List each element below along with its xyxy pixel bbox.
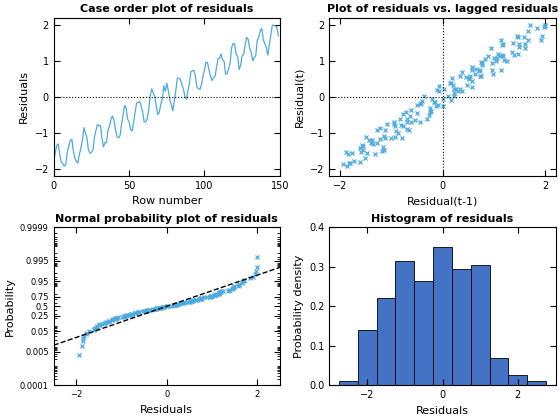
Bar bbox=[528, 381, 546, 385]
X-axis label: Residual(t-1): Residual(t-1) bbox=[407, 196, 478, 206]
Bar bbox=[339, 381, 358, 385]
Y-axis label: Probability: Probability bbox=[4, 277, 15, 336]
Bar bbox=[508, 375, 528, 385]
X-axis label: Row number: Row number bbox=[132, 196, 202, 206]
Bar bbox=[471, 265, 489, 385]
Y-axis label: Residual(t): Residual(t) bbox=[295, 67, 305, 127]
Y-axis label: Probability density: Probability density bbox=[293, 255, 304, 358]
X-axis label: Residuals: Residuals bbox=[416, 406, 469, 415]
Title: Histogram of residuals: Histogram of residuals bbox=[371, 214, 514, 224]
Bar bbox=[358, 330, 376, 385]
Bar bbox=[414, 281, 433, 385]
Bar bbox=[489, 357, 508, 385]
Y-axis label: Residuals: Residuals bbox=[19, 70, 29, 123]
Title: Case order plot of residuals: Case order plot of residuals bbox=[80, 5, 254, 14]
Bar bbox=[395, 261, 414, 385]
Bar bbox=[376, 298, 395, 385]
Bar bbox=[452, 269, 471, 385]
Title: Plot of residuals vs. lagged residuals: Plot of residuals vs. lagged residuals bbox=[327, 5, 558, 14]
X-axis label: Residuals: Residuals bbox=[141, 404, 193, 415]
Bar bbox=[433, 247, 452, 385]
Title: Normal probability plot of residuals: Normal probability plot of residuals bbox=[55, 214, 278, 224]
